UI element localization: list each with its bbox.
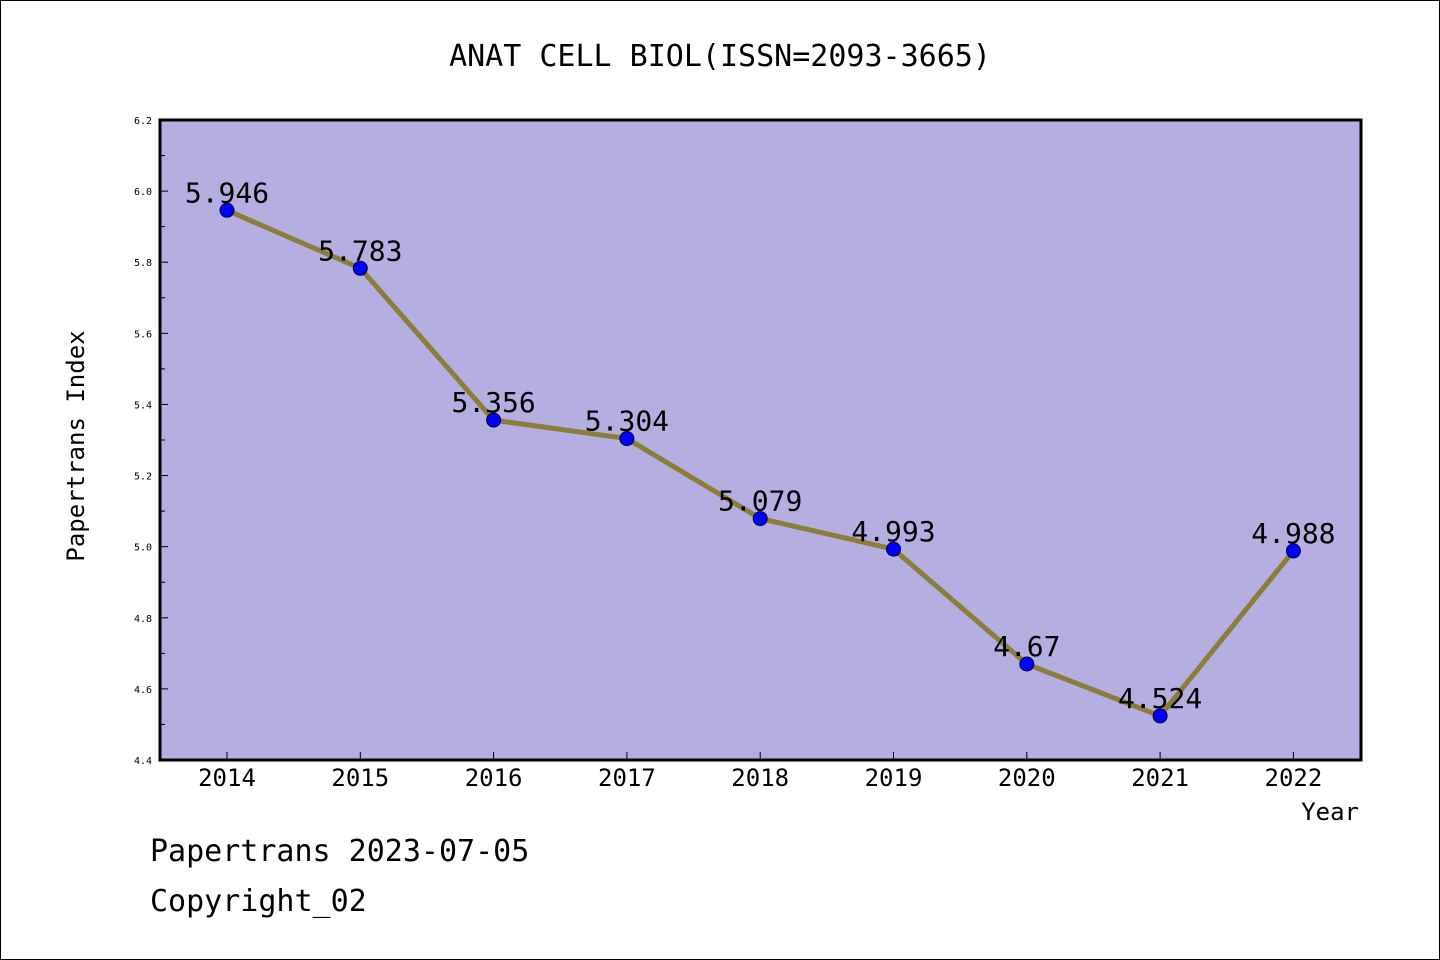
data-point [486,412,502,428]
data-point [752,511,768,527]
x-tick-label: 2020 [998,764,1056,792]
x-tick-label: 2019 [865,764,923,792]
data-label: 4.524 [1118,682,1202,715]
data-label: 5.946 [185,176,269,209]
x-axis: 2014 2015 2016 2017 2018 2019 2020 2021 2022 [198,752,1322,792]
y-tick-label: 5.4 [134,400,152,411]
x-tick-label: 2022 [1265,764,1323,792]
y-tick-label: 4.4 [134,756,152,767]
chart-title: ANAT CELL BIOL(ISSN=2093-3665) [449,39,991,74]
data-label: 4.67 [993,630,1060,663]
y-tick-label: 5.6 [134,329,152,340]
plot-area [158,118,1363,762]
data-label: 4.993 [851,515,935,548]
footer-date: Papertrans 2023-07-05 [150,834,530,869]
y-tick-label: 5.8 [134,258,152,269]
x-axis-label: Year [1301,798,1359,826]
data-point [1152,708,1168,724]
x-tick-label: 2015 [331,764,389,792]
y-tick-label: 5.0 [134,543,152,554]
y-tick-label: 4.8 [134,614,152,625]
series-layer: 5.946 5.783 5.356 5.304 5.079 4.993 4.67 4.524 4… [185,176,1336,724]
data-point [886,541,901,557]
data-point [1019,656,1035,672]
footer-copyright: Copyright_02 [150,884,367,919]
data-label: 5.079 [718,485,802,518]
data-point [352,260,368,276]
x-tick-label: 2018 [731,764,789,792]
data-label: 5.356 [451,386,535,419]
x-tick-label: 2016 [465,764,523,792]
data-point [219,202,235,218]
data-point [619,431,635,447]
x-tick-label: 2014 [198,764,256,792]
y-axis-label: Papertrans Index [62,330,90,561]
data-point [1285,543,1301,559]
y-tick-label: 6.0 [134,187,152,198]
data-label: 5.304 [585,405,669,438]
x-tick-label: 2017 [598,764,656,792]
y-tick-label: 5.2 [134,472,152,483]
y-tick-label: 6.2 [134,116,152,127]
y-axis: 4.4 4.6 4.8 5.0 5.2 5.4 5.6 5.8 6.0 6.2 [134,116,168,767]
x-tick-label: 2021 [1131,764,1189,792]
y-tick-label: 4.6 [134,685,152,696]
data-label: 4.988 [1251,517,1335,550]
data-label: 5.783 [318,234,402,267]
